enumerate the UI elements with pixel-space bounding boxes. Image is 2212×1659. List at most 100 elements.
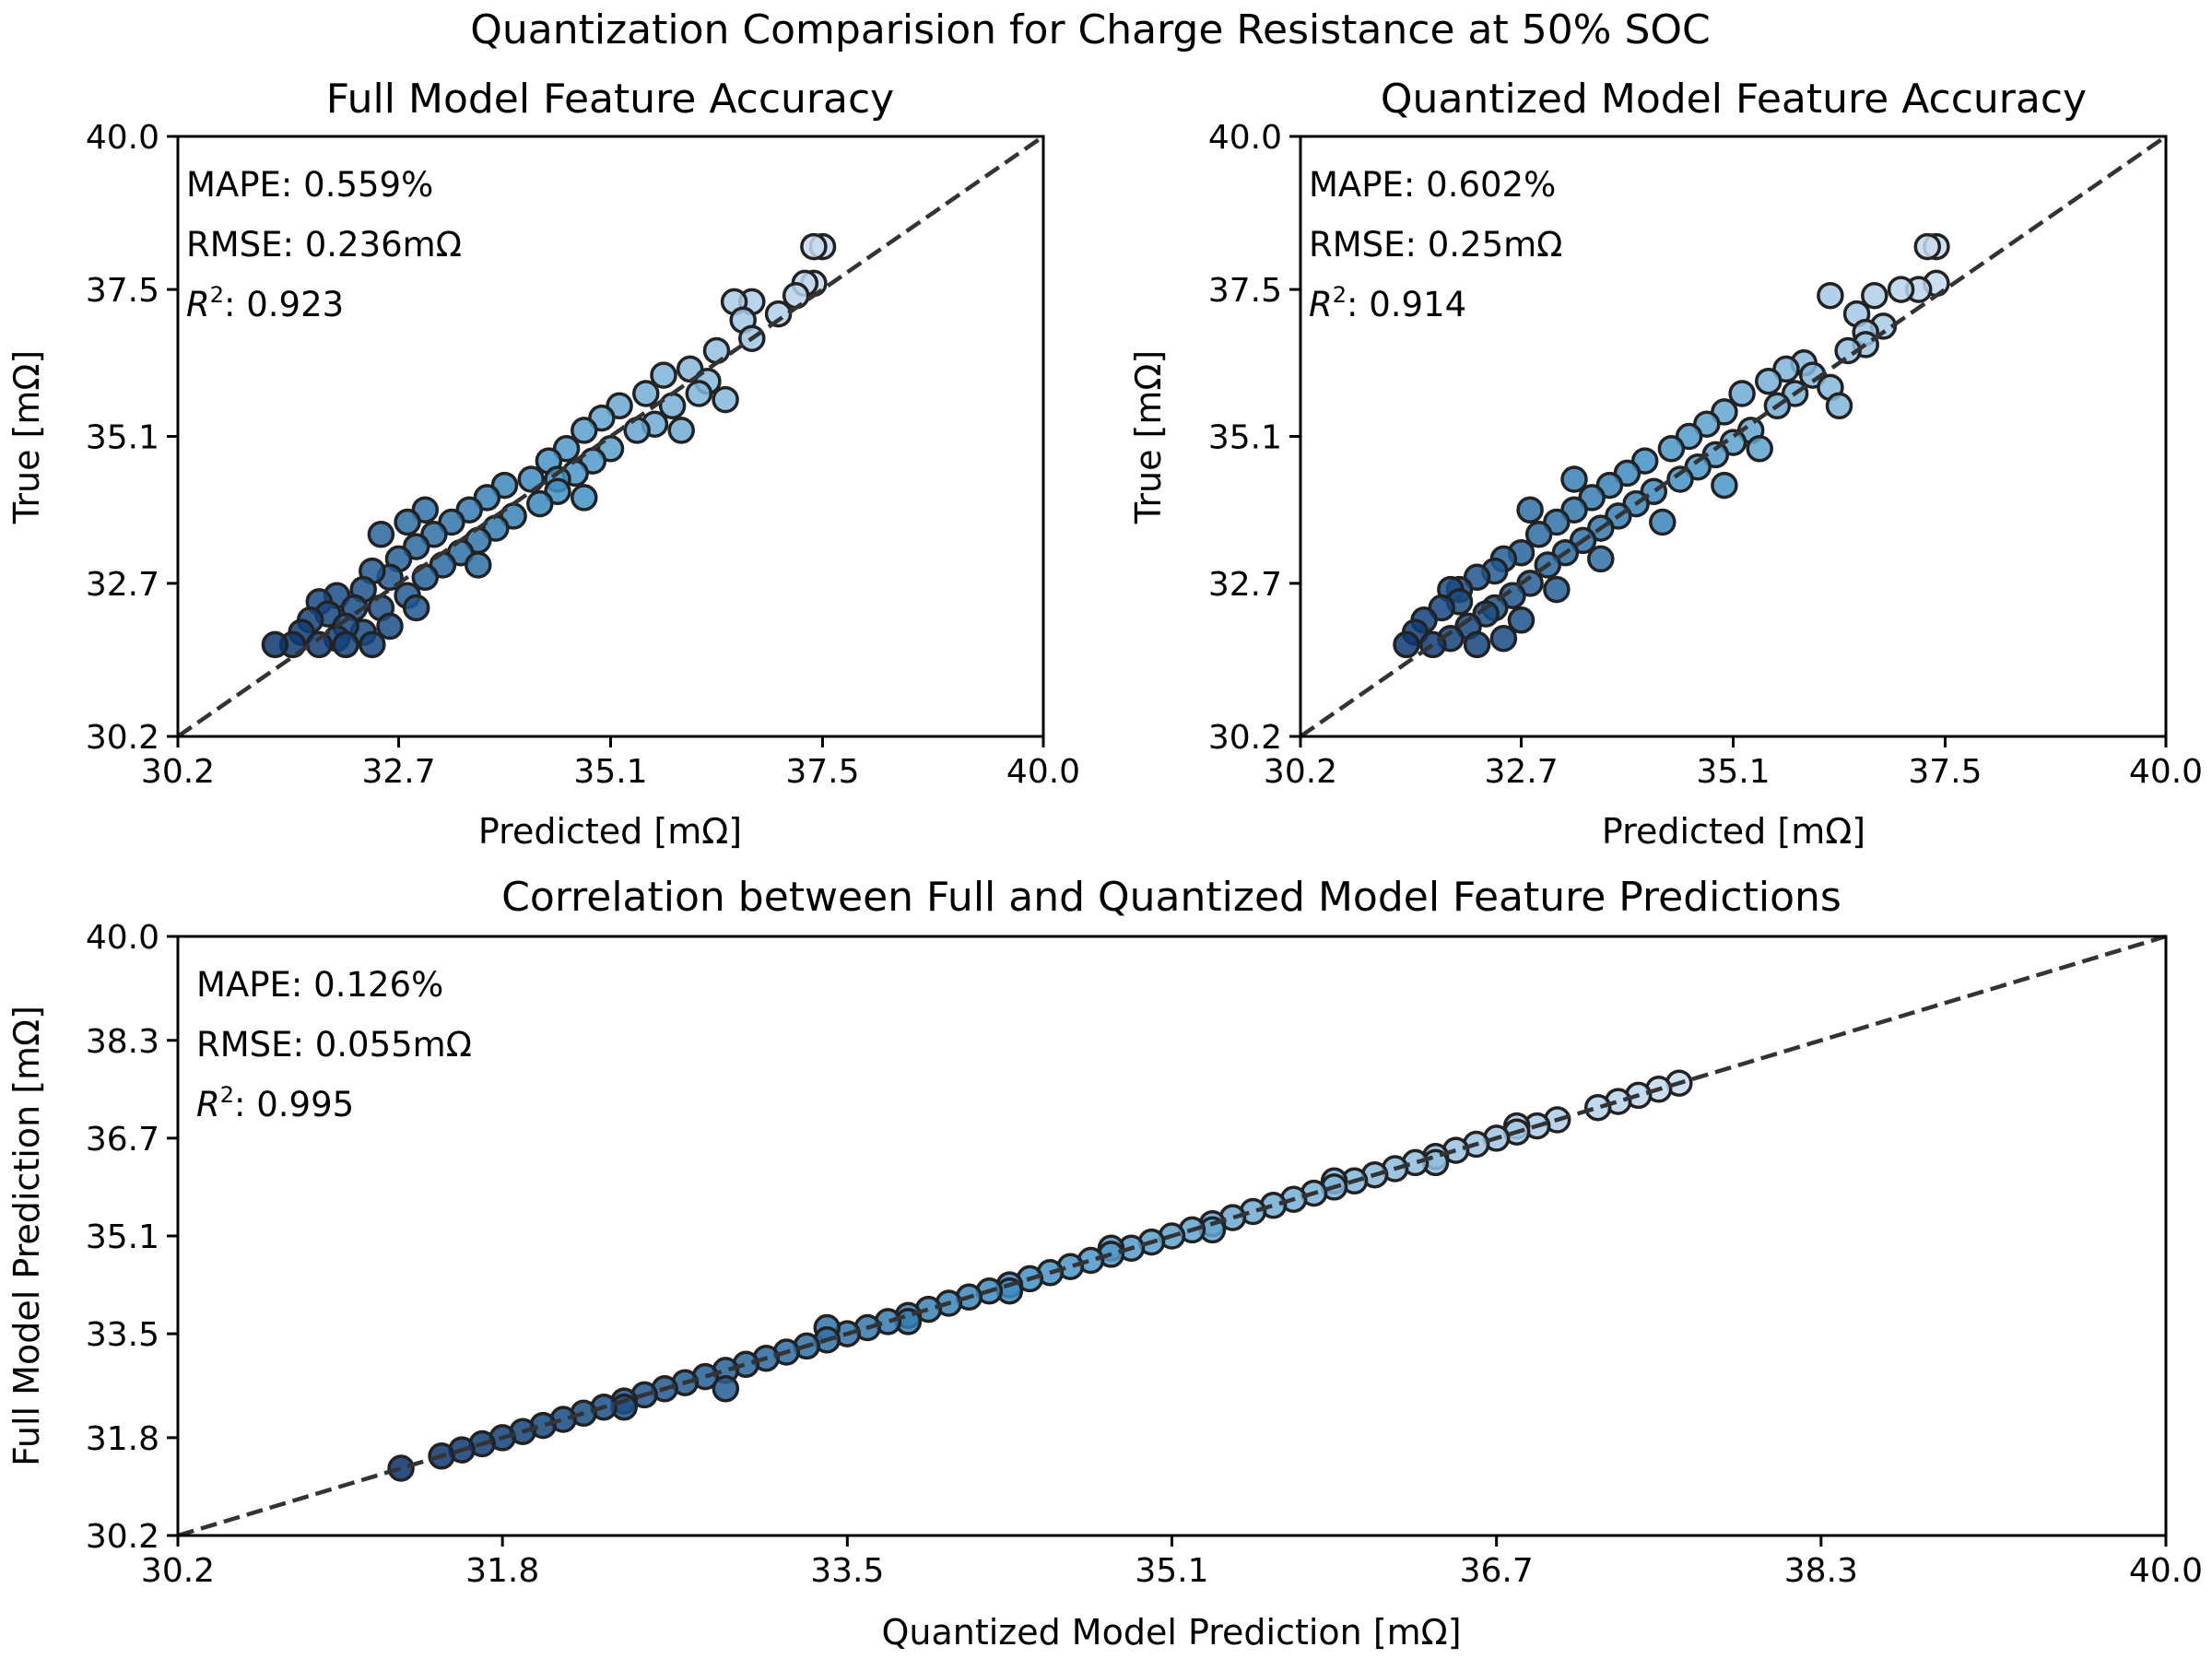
subplot-title: Correlation between Full and Quantized M… [501, 874, 1841, 921]
y-tick-label: 35.1 [1208, 419, 1282, 457]
scatter-point [332, 630, 359, 659]
scatter-point [1666, 465, 1694, 493]
scatter-point [1524, 521, 1553, 548]
scatter-point [623, 417, 651, 444]
scatter-point [1817, 281, 1844, 310]
scatter-point [1418, 630, 1447, 659]
scatter-point [571, 417, 598, 444]
scatter-point [376, 612, 404, 641]
scatter-point [1516, 496, 1544, 524]
scatter-point [667, 417, 695, 444]
scatter-points [1393, 232, 1950, 659]
y-tick-label: 30.2 [86, 719, 159, 757]
scatter-point [1746, 435, 1773, 463]
scatter-point [261, 630, 289, 659]
x-axis-label: Predicted [mΩ] [1602, 811, 1865, 852]
scatter-point [1825, 392, 1853, 420]
r2-value: : 0.914 [1347, 285, 1466, 324]
r2-annotation: R2: 0.995 [196, 1082, 354, 1124]
y-tick-label: 31.8 [86, 1420, 159, 1458]
x-tick-label: 40.0 [1006, 753, 1080, 791]
x-tick-label: 36.7 [1460, 1552, 1534, 1590]
scatter-point [1861, 281, 1888, 310]
x-tick-label: 40.0 [2129, 753, 2203, 791]
r2-annotation: R2: 0.923 [186, 282, 344, 324]
figure-suptitle: Quantization Comparision for Charge Resi… [470, 6, 1711, 53]
x-tick-label: 35.1 [1135, 1552, 1208, 1590]
y-axis-label: True [mΩ] [6, 350, 47, 525]
scatter-point [1560, 465, 1588, 493]
x-tick-label: 35.1 [1696, 753, 1770, 791]
scatter-point [685, 380, 713, 407]
x-axis-ticks: 30.2 32.7 35.1 37.5 40.0 [141, 736, 1080, 791]
y-tick-label: 32.7 [86, 566, 159, 604]
x-axis-label: Predicted [mΩ] [478, 811, 742, 852]
y-tick-label: 40.0 [86, 919, 159, 957]
scatter-point [1393, 630, 1420, 659]
y-tick-label: 32.7 [1208, 566, 1282, 604]
x-tick-label: 30.2 [1264, 753, 1337, 791]
scatter-point [1543, 575, 1571, 604]
scatter-point [712, 1375, 740, 1403]
scatter-point [1583, 1093, 1612, 1122]
x-axis-label: Quantized Model Prediction [mΩ] [881, 1612, 1461, 1653]
scatter-point [1755, 367, 1783, 395]
scatter-point [702, 336, 731, 365]
y-tick-label: 30.2 [86, 1518, 159, 1556]
y-tick-label: 37.5 [86, 272, 159, 310]
x-tick-label: 35.1 [573, 753, 647, 791]
scatter-point [1728, 380, 1756, 407]
subplot-title: Quantized Model Feature Accuracy [1381, 76, 2087, 123]
x-tick-label: 37.5 [785, 753, 859, 791]
scatter-point [387, 1454, 415, 1482]
x-tick-label: 38.3 [1784, 1552, 1858, 1590]
scatter-point [526, 489, 554, 518]
scatter-point [571, 484, 598, 512]
x-tick-label: 33.5 [810, 1552, 884, 1590]
y-tick-label: 37.5 [1208, 272, 1282, 310]
identity-reference-line [1299, 135, 2168, 738]
y-tick-label: 35.1 [86, 419, 159, 457]
y-axis-ticks: 30.2 31.8 33.5 35.1 36.7 38.3 40.0 [86, 919, 178, 1556]
scatter-point [658, 392, 687, 420]
scatter-point [1587, 545, 1615, 573]
x-tick-label: 30.2 [141, 1552, 215, 1590]
scatter-point [1489, 624, 1518, 653]
y-tick-label: 40.0 [86, 119, 159, 157]
y-tick-label: 33.5 [86, 1316, 159, 1354]
x-tick-label: 32.7 [361, 753, 435, 791]
y-tick-label: 40.0 [1208, 119, 1282, 157]
x-tick-label: 37.5 [1908, 753, 1982, 791]
y-tick-label: 36.7 [86, 1121, 159, 1159]
subplot-title: Full Model Feature Accuracy [326, 76, 894, 123]
mape-annotation: MAPE: 0.602% [1309, 165, 1556, 205]
scatter-points [261, 232, 837, 659]
scatter-point [402, 594, 430, 622]
mape-annotation: MAPE: 0.126% [196, 965, 443, 1005]
scatter-point [650, 361, 677, 389]
r2-annotation: R2: 0.914 [1309, 282, 1466, 324]
subplot-full-model-accuracy: Full Model Feature Accuracy 30.2 32.7 35.1… [6, 76, 1080, 852]
rmse-annotation: RMSE: 0.25mΩ [1309, 225, 1562, 265]
scatter-point [394, 508, 421, 536]
x-tick-label: 30.2 [141, 753, 215, 791]
scatter-point [1887, 276, 1915, 303]
y-tick-label: 38.3 [86, 1023, 159, 1061]
x-tick-label: 40.0 [2129, 1552, 2203, 1590]
identity-reference-line [177, 934, 2167, 1538]
scatter-point [712, 385, 739, 414]
scatter-point [1507, 606, 1535, 634]
scatter-point [359, 630, 386, 659]
scatter-point [1649, 508, 1677, 536]
y-tick-label: 35.1 [86, 1218, 159, 1256]
x-axis-ticks: 30.2 31.8 33.5 35.1 36.7 38.3 40.0 [141, 1535, 2203, 1590]
y-axis-ticks: 30.2 32.7 35.1 37.5 40.0 [86, 119, 178, 757]
identity-reference-line [176, 135, 1045, 738]
rmse-annotation: RMSE: 0.236mΩ [186, 225, 462, 265]
y-axis-label: Full Model Prediction [mΩ] [6, 1006, 47, 1466]
mape-annotation: MAPE: 0.559% [186, 165, 433, 205]
scatter-point [1463, 630, 1491, 659]
scatter-point [1913, 232, 1942, 261]
rmse-annotation: RMSE: 0.055mΩ [196, 1025, 472, 1065]
